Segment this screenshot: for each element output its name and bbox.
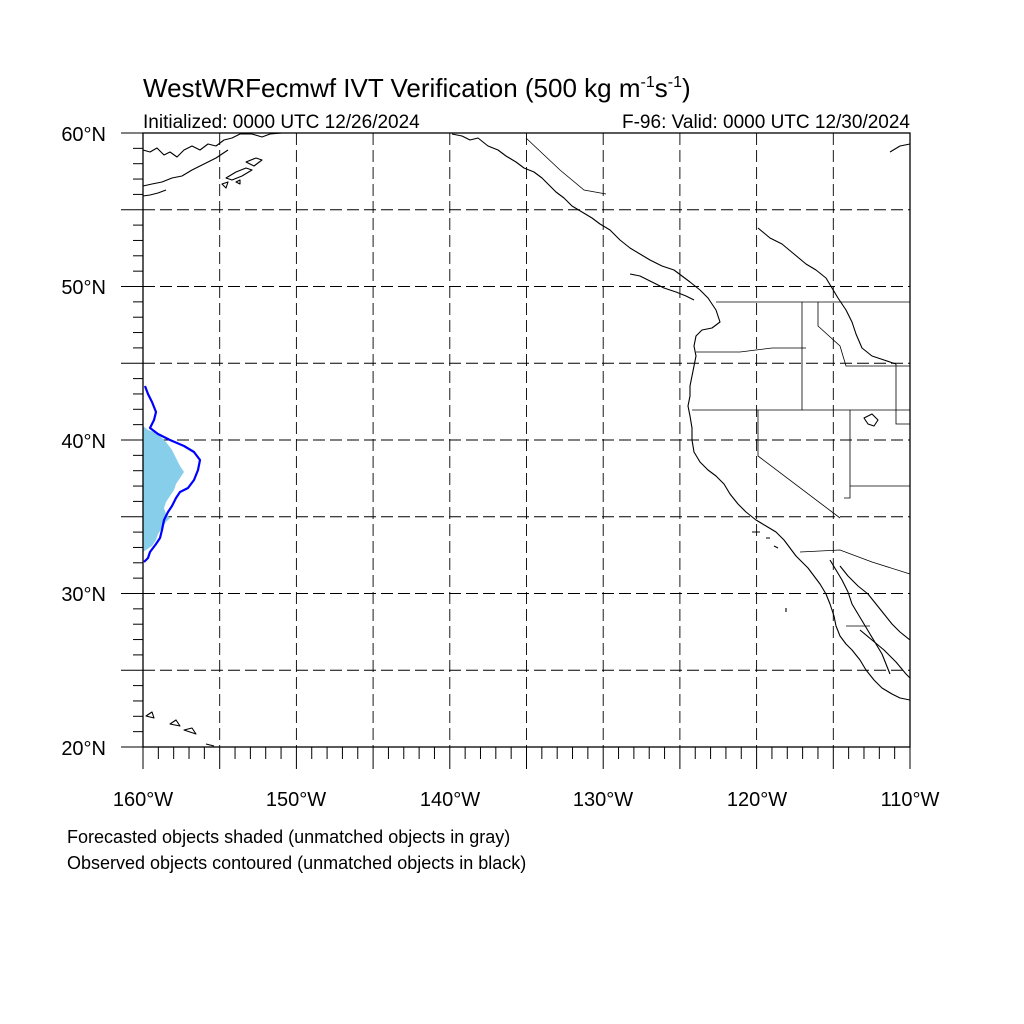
mexico-coast	[859, 629, 911, 679]
coastlines	[142, 132, 911, 747]
axis-ticks	[121, 132, 911, 769]
lat-label: 30°N	[61, 584, 106, 606]
id-border	[801, 302, 910, 410]
graticule	[143, 133, 910, 747]
hawaii-islands	[145, 711, 215, 747]
figure-title: WestWRFecmwf IVT Verification (500 kg m-…	[143, 73, 691, 103]
map-panel	[121, 132, 911, 769]
observed-note: Observed objects contoured (unmatched ob…	[67, 853, 526, 873]
ca-nv-border	[757, 410, 841, 519]
forecast-ivt-object	[143, 426, 184, 552]
observed-ivt-contour	[143, 385, 202, 563]
lat-label: 60°N	[61, 124, 106, 146]
channel-islands	[752, 531, 787, 612]
nv-ut-border	[844, 410, 851, 499]
us-mexico-border	[799, 549, 911, 575]
lon-label: 150°W	[266, 789, 326, 811]
alaska-peninsula	[142, 149, 229, 187]
north-america-coast	[451, 133, 911, 701]
ak-bc-border	[525, 137, 607, 195]
lat-label: 40°N	[61, 431, 106, 453]
valid-time-label: F-96: Valid: 0000 UTC 12/30/2024	[622, 112, 910, 133]
great-salt-lake	[863, 413, 879, 427]
lon-label: 160°W	[113, 789, 173, 811]
lon-label: 140°W	[420, 789, 480, 811]
lon-label: 110°W	[881, 789, 940, 811]
longitude-labels: 160°W 150°W 140°W 130°W 120°W 110°W	[113, 789, 940, 811]
aleutian-coast	[142, 189, 167, 197]
initialized-label: Initialized: 0000 UTC 12/26/2024	[143, 112, 420, 133]
wa-or-border	[696, 347, 806, 353]
lat-label: 50°N	[61, 277, 106, 299]
alaska-coast	[142, 132, 290, 158]
canada-coast-fragment	[889, 143, 911, 153]
wy-border	[895, 364, 910, 425]
vancouver-island	[629, 273, 695, 301]
lon-label: 130°W	[573, 789, 633, 811]
baja-california	[829, 559, 891, 675]
forecast-note: Forecasted objects shaded (unmatched obj…	[67, 827, 510, 847]
map-frame	[142, 132, 911, 748]
political-borders	[525, 137, 911, 627]
canada-interior	[757, 227, 897, 365]
gulf-of-california	[839, 565, 911, 641]
lat-label: 20°N	[61, 738, 106, 760]
lon-label: 120°W	[727, 789, 787, 811]
latitude-labels: 20°N 30°N 40°N 50°N 60°N	[61, 124, 106, 760]
alaska-islands	[221, 157, 263, 189]
